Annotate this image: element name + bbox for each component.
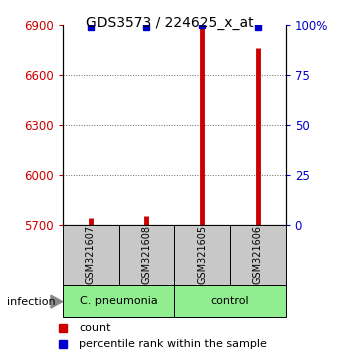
- Bar: [174, 225, 230, 285]
- Bar: [119, 225, 174, 285]
- Polygon shape: [51, 295, 63, 308]
- Bar: [63, 225, 119, 285]
- Text: GSM321608: GSM321608: [141, 225, 151, 284]
- Text: percentile rank within the sample: percentile rank within the sample: [80, 339, 267, 349]
- Text: count: count: [80, 323, 111, 333]
- Text: C. pneumonia: C. pneumonia: [80, 296, 157, 306]
- Text: control: control: [210, 296, 249, 306]
- Text: GSM321607: GSM321607: [86, 225, 96, 285]
- Text: GSM321605: GSM321605: [197, 225, 207, 285]
- Text: infection: infection: [7, 297, 55, 307]
- Text: GSM321606: GSM321606: [253, 225, 263, 284]
- Text: GDS3573 / 224625_x_at: GDS3573 / 224625_x_at: [86, 16, 254, 30]
- Bar: [174, 285, 286, 317]
- Bar: [63, 285, 174, 317]
- Bar: [230, 225, 286, 285]
